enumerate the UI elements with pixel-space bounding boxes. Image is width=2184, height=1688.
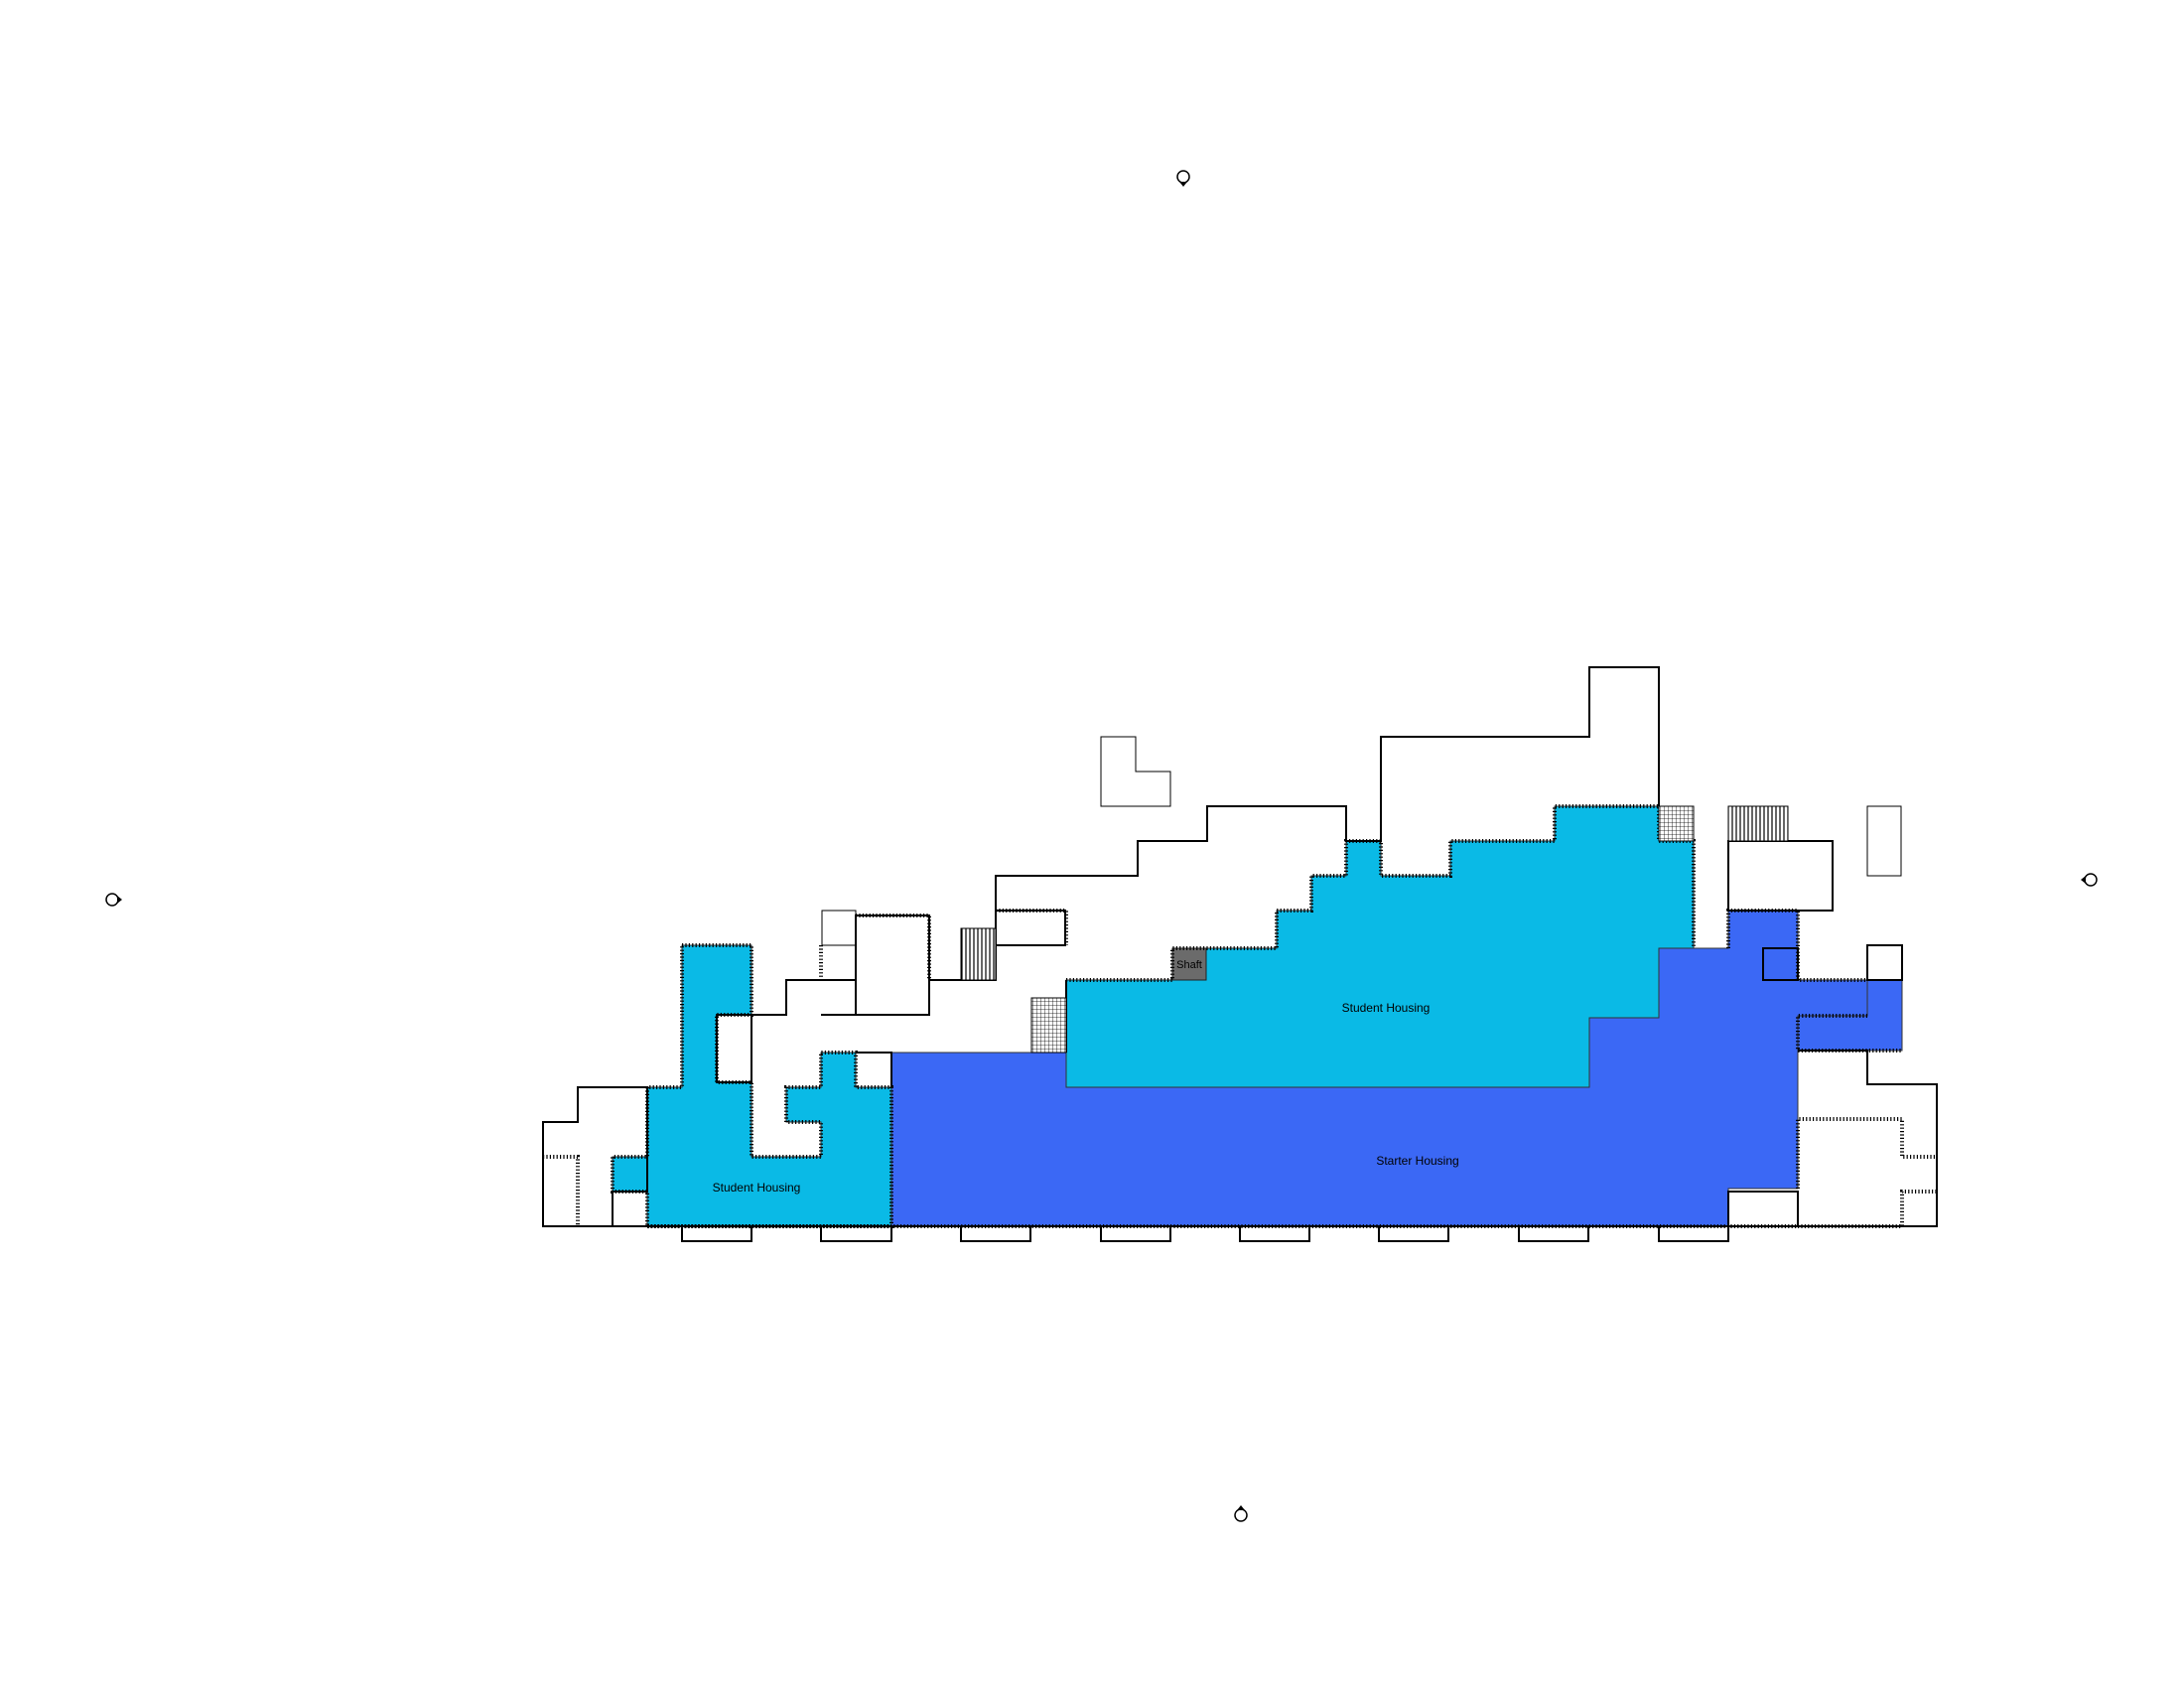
north-strip	[996, 911, 1065, 945]
northeast-perimeter	[1728, 841, 1833, 911]
elevation-marker-icon	[1177, 171, 1189, 183]
balconies	[682, 1226, 1728, 1241]
zone-label-student-west: Student Housing	[713, 1181, 801, 1195]
stair-northeast-a	[1659, 806, 1694, 841]
elevation-marker-icon	[1235, 1509, 1247, 1521]
zone-label-student-central: Student Housing	[1342, 1001, 1431, 1015]
shaft-label: Shaft	[1176, 959, 1202, 971]
wall-southeast	[1798, 1119, 1937, 1226]
zone-label-starter: Starter Housing	[1376, 1154, 1458, 1168]
markers-layer	[106, 171, 2097, 1521]
zones-layer	[613, 806, 1902, 1226]
east-view-marker[interactable]	[2081, 874, 2097, 886]
east-small-block	[1867, 945, 1902, 980]
small-outbuilding	[822, 911, 856, 945]
stair-central	[1031, 998, 1066, 1053]
southeast-block	[1728, 1192, 1798, 1226]
northeast-block	[1728, 841, 1833, 911]
stair-north-west	[961, 928, 996, 980]
west-small-block	[717, 1015, 751, 1082]
west-view-marker[interactable]	[106, 894, 122, 906]
east-outbuilding	[1867, 806, 1901, 876]
south-view-marker[interactable]	[1235, 1505, 1247, 1521]
north-view-marker[interactable]	[1177, 171, 1189, 187]
elevation-marker-icon	[2085, 874, 2097, 886]
l-shaped-outbuilding	[1101, 737, 1170, 806]
elevation-marker-icon	[106, 894, 118, 906]
stair-northeast-b	[1728, 806, 1788, 841]
